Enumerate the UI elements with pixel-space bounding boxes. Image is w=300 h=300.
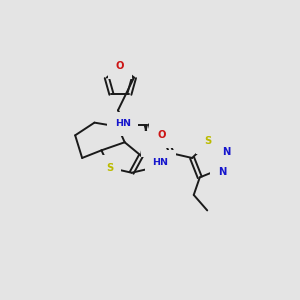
Text: O: O [116,61,124,71]
Text: N: N [218,167,226,177]
Text: HN: HN [152,158,168,167]
Text: HN: HN [115,119,131,128]
Text: S: S [204,136,211,146]
Text: N: N [222,147,230,157]
Text: O: O [157,130,166,140]
Text: S: S [106,163,113,173]
Text: O: O [149,139,158,149]
